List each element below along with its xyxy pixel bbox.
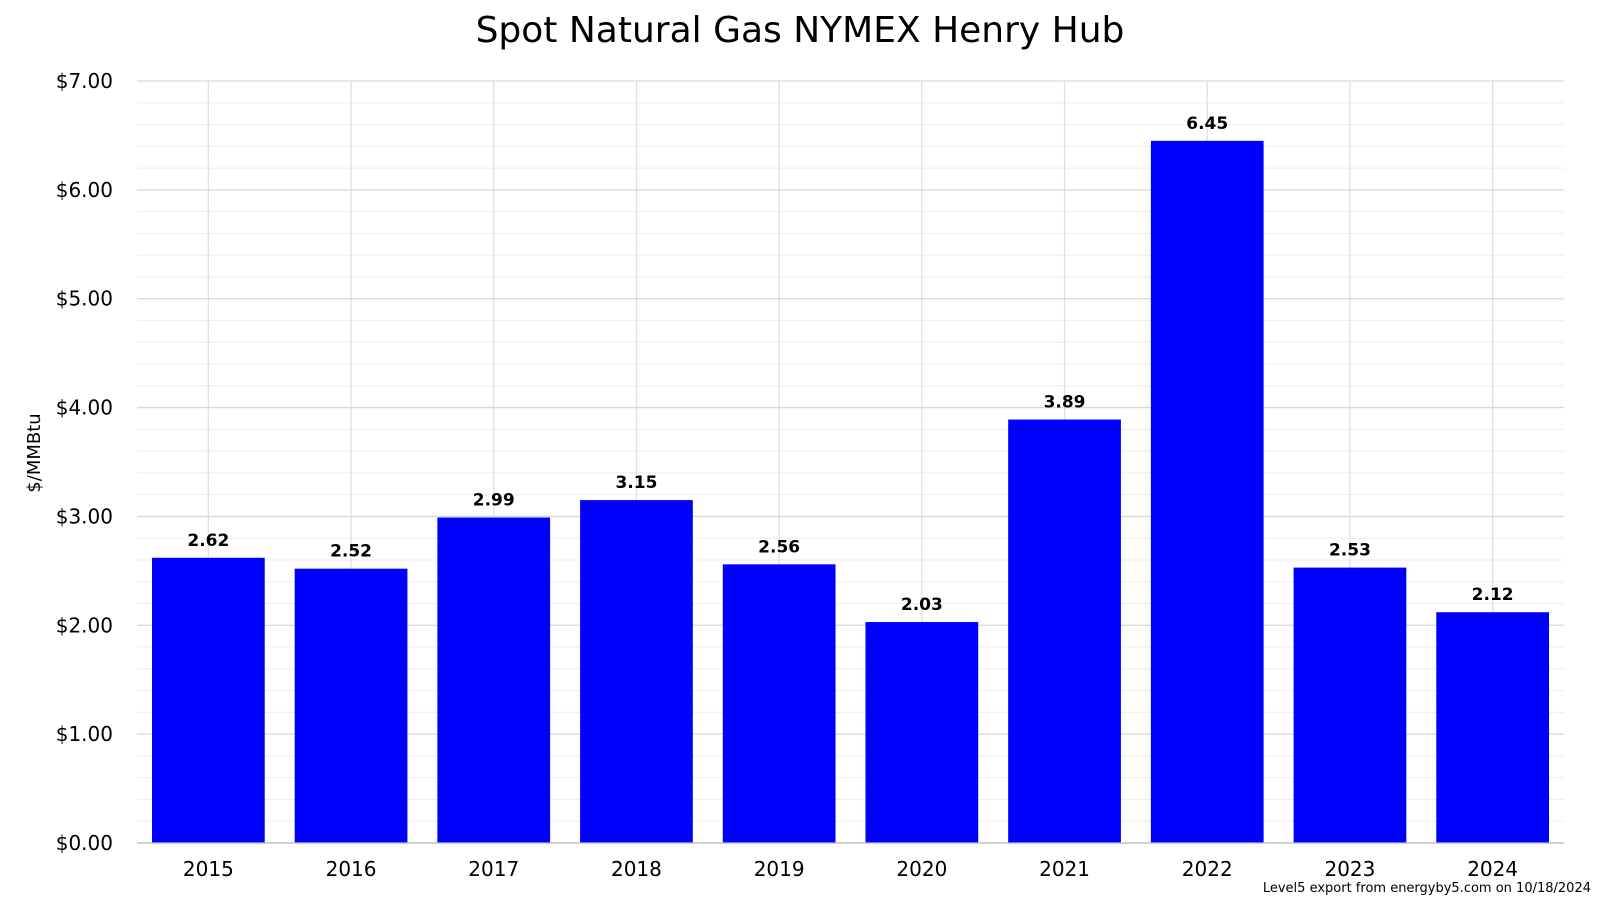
bar bbox=[1150, 140, 1264, 843]
bar bbox=[1293, 567, 1407, 843]
y-tick-label: $5.00 bbox=[56, 287, 113, 311]
data-labels: 2.62 2.52 2.99 3.15 2.56 2.03 3.89 6.45 2.53 2.12 bbox=[187, 114, 1513, 615]
x-tick-label: 2019 bbox=[754, 857, 805, 881]
bar bbox=[1436, 612, 1550, 843]
bars bbox=[151, 140, 1550, 843]
x-tick-label: 2016 bbox=[326, 857, 377, 881]
bar bbox=[151, 557, 265, 843]
y-tick-label: $2.00 bbox=[56, 613, 113, 637]
x-tick-label: 2023 bbox=[1324, 857, 1375, 881]
y-tick-label: $0.00 bbox=[56, 831, 113, 855]
y-tick-label: $1.00 bbox=[56, 722, 113, 746]
y-tick-label: $7.00 bbox=[56, 69, 113, 93]
x-tick-label: 2024 bbox=[1467, 857, 1518, 881]
y-axis: $0.00 $1.00 $2.00 $3.00 $4.00 $5.00 $6.00 $7.00 bbox=[56, 69, 113, 855]
x-tick-label: 2022 bbox=[1182, 857, 1233, 881]
export-credit: Level5 export from energyby5.com on 10/1… bbox=[1263, 881, 1591, 896]
x-tick-label: 2018 bbox=[611, 857, 662, 881]
data-label: 2.53 bbox=[1329, 541, 1371, 561]
x-axis: 2015 2016 2017 2018 2019 2020 2021 2022 2023 2024 bbox=[137, 842, 1564, 881]
bar bbox=[580, 500, 693, 843]
x-tick-label: 2017 bbox=[468, 857, 519, 881]
bar bbox=[722, 564, 836, 843]
x-tick-label: 2021 bbox=[1039, 857, 1090, 881]
data-label: 6.45 bbox=[1186, 114, 1228, 134]
data-label: 3.15 bbox=[615, 473, 657, 493]
data-label: 2.99 bbox=[473, 491, 515, 511]
data-label: 2.03 bbox=[901, 595, 943, 615]
data-label: 2.12 bbox=[1472, 585, 1514, 605]
data-label: 2.52 bbox=[330, 542, 372, 562]
x-tick-label: 2020 bbox=[896, 857, 947, 881]
data-label: 2.56 bbox=[758, 537, 800, 557]
data-label: 3.89 bbox=[1044, 393, 1086, 413]
bar bbox=[1008, 419, 1121, 843]
bar bbox=[294, 568, 408, 843]
x-tick-label: 2015 bbox=[183, 857, 234, 881]
bar bbox=[437, 517, 551, 843]
bar bbox=[865, 622, 979, 843]
y-tick-label: $3.00 bbox=[56, 504, 113, 528]
y-tick-label: $6.00 bbox=[56, 178, 113, 202]
data-label: 2.62 bbox=[187, 531, 229, 551]
chart-title: Spot Natural Gas NYMEX Henry Hub bbox=[476, 10, 1125, 51]
y-tick-label: $4.00 bbox=[56, 396, 113, 420]
y-axis-title: $/MMBtu bbox=[24, 413, 45, 492]
